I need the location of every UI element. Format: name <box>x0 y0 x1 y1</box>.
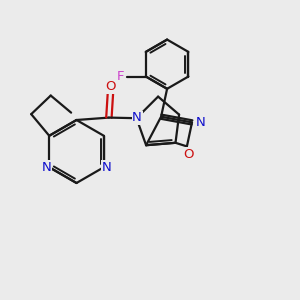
Text: F: F <box>117 70 124 83</box>
Text: N: N <box>196 116 205 129</box>
Text: N: N <box>42 161 52 174</box>
Text: O: O <box>183 148 194 161</box>
Text: O: O <box>105 80 116 94</box>
Text: N: N <box>132 111 142 124</box>
Text: N: N <box>101 161 111 174</box>
